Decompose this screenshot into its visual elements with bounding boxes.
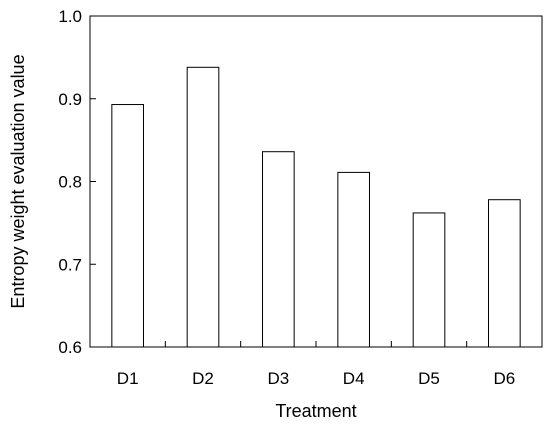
x-tick-label-d2: D2	[192, 369, 214, 388]
y-tick-label: 0.8	[58, 173, 82, 192]
bar-d4	[337, 171, 370, 348]
bar-d1	[111, 104, 144, 348]
bar-d5	[412, 212, 446, 348]
y-tick-label: 1.0	[58, 7, 82, 26]
x-tick-label-d3: D3	[267, 369, 289, 388]
x-tick-labels: D1 D2 D3 D4 D5 D6	[117, 369, 515, 388]
plot-frame	[89, 15, 543, 348]
x-axis-title: Treatment	[275, 401, 356, 421]
x-tick-label-d5: D5	[418, 369, 440, 388]
x-tick-marks	[164, 341, 468, 347]
x-tick-label-d1: D1	[117, 369, 139, 388]
bar-d6	[488, 199, 521, 348]
y-tick-label: 0.6	[58, 338, 82, 357]
y-tick-label: 0.9	[58, 90, 82, 109]
x-tick-label-d6: D6	[493, 369, 515, 388]
x-tick-label-d4: D4	[343, 369, 365, 388]
y-axis-title: Entropy weight evaluation value	[8, 54, 28, 308]
bar-d3	[262, 151, 295, 348]
y-tick-label: 0.7	[58, 255, 82, 274]
y-tick-labels: 0.6 0.7 0.8 0.9 1.0	[58, 7, 82, 357]
y-tick-marks	[90, 15, 96, 348]
bar-d2	[186, 66, 220, 348]
bars	[111, 66, 521, 348]
